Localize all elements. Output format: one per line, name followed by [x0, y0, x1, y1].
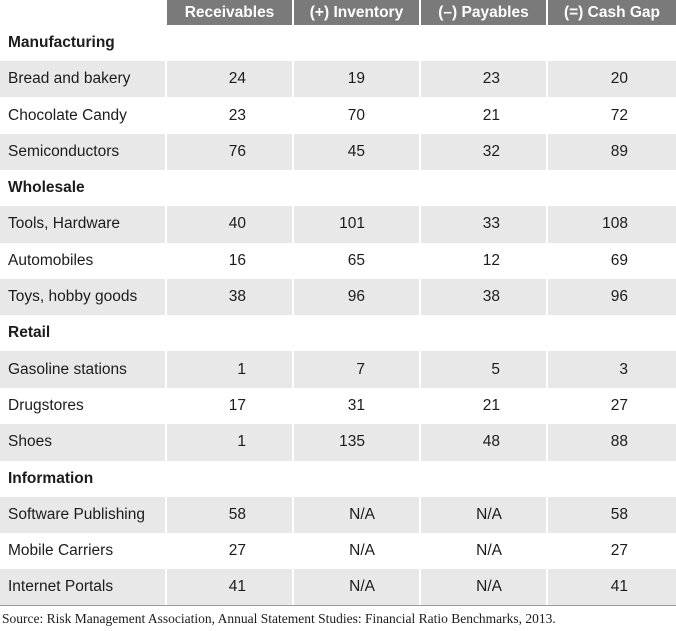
receivables-cell: 41 — [165, 569, 293, 606]
payables-cell: 12 — [419, 242, 547, 279]
inventory-cell: 70 — [292, 97, 420, 134]
cash-gap-cell: 69 — [546, 242, 676, 279]
receivables-cell: 40 — [165, 206, 293, 243]
section-title: Wholesale — [0, 170, 676, 207]
cash-gap-cell: 89 — [546, 133, 676, 171]
table-row: Toys, hobby goods 38 96 38 96 — [0, 278, 676, 316]
row-label: Drugstores — [0, 387, 166, 425]
payables-cell: 33 — [419, 206, 547, 243]
row-label: Software Publishing — [0, 496, 166, 533]
receivables-cell: 24 — [165, 61, 293, 98]
payables-cell: 32 — [419, 133, 547, 171]
table-row: Drugstores 17 31 21 27 — [0, 387, 676, 425]
row-label: Internet Portals — [0, 569, 166, 606]
row-label: Semiconductors — [0, 133, 166, 171]
header-receivables: Receivables — [165, 0, 293, 25]
payables-cell: 21 — [419, 387, 547, 425]
receivables-cell: 38 — [165, 278, 293, 316]
cash-gap-cell: 88 — [546, 424, 676, 461]
receivables-cell: 23 — [165, 97, 293, 134]
cash-gap-cell: 27 — [546, 387, 676, 425]
cash-gap-cell: 58 — [546, 496, 676, 533]
section-title: Information — [0, 460, 676, 497]
cash-gap-cell: 3 — [546, 351, 676, 388]
row-label: Automobiles — [0, 242, 166, 279]
inventory-cell: 65 — [292, 242, 420, 279]
row-label: Gasoline stations — [0, 351, 166, 388]
cash-gap-table: Receivables (+) Inventory (–) Payables (… — [0, 0, 676, 606]
table-row: Mobile Carriers 27 N/A N/A 27 — [0, 532, 676, 570]
inventory-cell: 101 — [292, 206, 420, 243]
table-row: Automobiles 16 65 12 69 — [0, 242, 676, 279]
header-payables: (–) Payables — [419, 0, 547, 25]
row-label: Chocolate Candy — [0, 97, 166, 134]
header-cash-gap: (=) Cash Gap — [546, 0, 676, 25]
table-row: Software Publishing 58 N/A N/A 58 — [0, 496, 676, 533]
payables-cell: 48 — [419, 424, 547, 461]
payables-cell: N/A — [419, 532, 547, 570]
payables-cell: N/A — [419, 496, 547, 533]
receivables-cell: 76 — [165, 133, 293, 171]
section-row: Wholesale — [0, 170, 676, 207]
row-label: Tools, Hardware — [0, 206, 166, 243]
inventory-cell: 135 — [292, 424, 420, 461]
section-row: Retail — [0, 315, 676, 352]
table-row: Semiconductors 76 45 32 89 — [0, 133, 676, 171]
header-blank — [0, 0, 166, 25]
table-row: Bread and bakery 24 19 23 20 — [0, 61, 676, 98]
inventory-cell: 7 — [292, 351, 420, 388]
section-title: Manufacturing — [0, 25, 676, 61]
section-row: Manufacturing — [0, 25, 676, 61]
payables-cell: N/A — [419, 569, 547, 606]
row-label: Mobile Carriers — [0, 532, 166, 570]
inventory-cell: N/A — [292, 569, 420, 606]
table-row: Tools, Hardware 40 101 33 108 — [0, 206, 676, 243]
table-row: Gasoline stations 1 7 5 3 — [0, 351, 676, 388]
payables-cell: 21 — [419, 97, 547, 134]
payables-cell: 23 — [419, 61, 547, 98]
payables-cell: 38 — [419, 278, 547, 316]
inventory-cell: 31 — [292, 387, 420, 425]
section-row: Information — [0, 460, 676, 497]
table-row: Shoes 1 135 48 88 — [0, 424, 676, 461]
cash-gap-cell: 96 — [546, 278, 676, 316]
receivables-cell: 1 — [165, 351, 293, 388]
payables-cell: 5 — [419, 351, 547, 388]
inventory-cell: 96 — [292, 278, 420, 316]
receivables-cell: 16 — [165, 242, 293, 279]
table-row: Chocolate Candy 23 70 21 72 — [0, 97, 676, 134]
section-title: Retail — [0, 315, 676, 352]
row-label: Shoes — [0, 424, 166, 461]
receivables-cell: 1 — [165, 424, 293, 461]
cash-gap-cell: 20 — [546, 61, 676, 98]
cash-gap-cell: 108 — [546, 206, 676, 243]
inventory-cell: 45 — [292, 133, 420, 171]
receivables-cell: 27 — [165, 532, 293, 570]
cash-gap-cell: 41 — [546, 569, 676, 606]
row-label: Toys, hobby goods — [0, 278, 166, 316]
source-divider — [0, 605, 676, 606]
row-label: Bread and bakery — [0, 61, 166, 98]
receivables-cell: 58 — [165, 496, 293, 533]
cash-gap-cell: 72 — [546, 97, 676, 134]
receivables-cell: 17 — [165, 387, 293, 425]
table-row: Internet Portals 41 N/A N/A 41 — [0, 569, 676, 606]
header-inventory: (+) Inventory — [292, 0, 420, 25]
inventory-cell: N/A — [292, 496, 420, 533]
header-row: Receivables (+) Inventory (–) Payables (… — [0, 0, 676, 25]
cash-gap-cell: 27 — [546, 532, 676, 570]
inventory-cell: 19 — [292, 61, 420, 98]
source-note: Source: Risk Management Association, Ann… — [2, 611, 556, 626]
inventory-cell: N/A — [292, 532, 420, 570]
